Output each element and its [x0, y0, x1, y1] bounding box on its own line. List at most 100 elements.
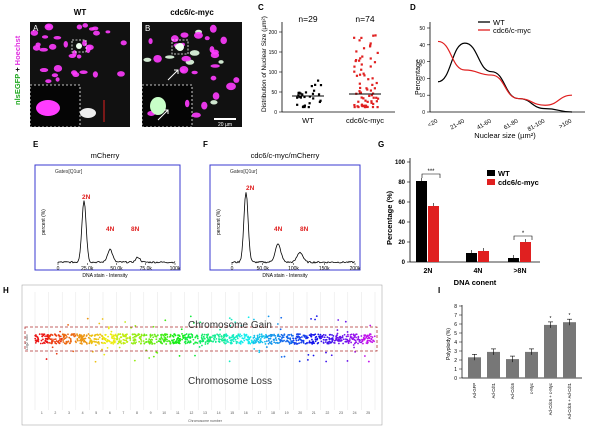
cnv-point — [70, 334, 73, 336]
panel-title-a: WT — [74, 8, 87, 17]
cnv-point — [181, 338, 183, 341]
nucleus — [30, 30, 39, 36]
cnv-point — [258, 349, 261, 352]
cnv-point — [67, 333, 69, 336]
cnv-point — [223, 341, 225, 344]
gate-label: Gates[Q1ur] — [230, 169, 258, 175]
nucleus — [76, 24, 83, 30]
cnv-point — [275, 339, 278, 341]
nucleus — [170, 35, 179, 43]
x-tick-label: 16 — [244, 411, 248, 415]
cnv-point — [345, 335, 348, 338]
data-point — [319, 99, 322, 102]
legend-label-wt: WT — [493, 18, 505, 27]
cnv-point — [366, 337, 369, 340]
cnv-point — [150, 341, 152, 343]
cnv-point — [201, 333, 204, 336]
cnv-point — [327, 341, 330, 343]
cnv-point — [355, 333, 358, 336]
cnv-point — [78, 334, 81, 337]
cnv-point — [296, 342, 299, 345]
cnv-point — [274, 342, 277, 344]
significance-bracket — [421, 173, 441, 178]
cnv-point — [249, 342, 252, 345]
cnv-point — [280, 337, 283, 340]
cnv-point — [140, 333, 143, 336]
cnv-point — [168, 340, 171, 343]
cnv-point — [240, 334, 243, 337]
cnv-point — [160, 336, 163, 338]
cnv-point — [162, 339, 165, 342]
data-point — [368, 45, 372, 48]
nucleus — [165, 55, 175, 59]
cnv-point — [273, 338, 276, 341]
legend-label-wt: WT — [498, 169, 510, 178]
cnv-point — [365, 342, 368, 344]
cnv-point — [194, 336, 197, 338]
cnv-point — [331, 340, 334, 343]
cnv-point — [112, 335, 115, 338]
peak-label-2n: 2N — [246, 185, 255, 192]
bars: Ad-GFP Ad-Cdt1 Ad-Cdc6 c-Myc * Ad-Cdc6 + c-My… — [468, 313, 576, 419]
nucleus — [209, 46, 215, 53]
x-tick-label: 5 — [95, 411, 97, 415]
cnv-point — [42, 334, 45, 337]
cnv-point — [344, 340, 347, 343]
x-tick-label: 11 — [176, 411, 180, 415]
nucleus — [189, 50, 200, 56]
cnv-point — [258, 336, 261, 339]
x-tick-label: 24 — [353, 411, 357, 415]
cnv-point — [51, 338, 53, 341]
nucleus — [220, 36, 227, 45]
data-point — [297, 94, 300, 97]
cnv-point — [126, 333, 128, 336]
cnv-point — [295, 333, 298, 336]
bar — [487, 351, 500, 378]
cnv-point — [76, 333, 78, 336]
cnv-point — [265, 340, 268, 343]
cnv-point — [336, 332, 339, 335]
data-point — [366, 88, 369, 91]
nucleus — [53, 65, 63, 72]
panel-c: C 0 50 100 150 200 n=29 n=74 WT cdc6/c-myc D… — [258, 3, 395, 125]
channel-label: nlsEGFP+Hoechst — [13, 35, 22, 105]
cnv-point — [43, 341, 45, 344]
x-tick-label: c-Myc — [529, 383, 534, 394]
nucleus — [68, 53, 76, 58]
x-tick-label: 12 — [189, 411, 193, 415]
cnv-point — [110, 330, 113, 333]
cnv-point — [45, 340, 47, 343]
cnv-point — [192, 322, 195, 324]
cnv-point — [149, 333, 152, 336]
data-point — [368, 94, 371, 98]
cnv-point — [145, 334, 148, 336]
nucleus — [117, 71, 125, 77]
cnv-point — [169, 342, 172, 345]
data-point — [317, 93, 321, 96]
cnv-point — [253, 339, 256, 342]
cnv-point — [362, 342, 364, 345]
cnv-point — [83, 335, 85, 337]
cnv-point — [231, 334, 234, 337]
nucleus — [226, 82, 236, 91]
x-tick-label: 150k — [319, 266, 330, 272]
cnv-point — [271, 333, 274, 336]
x-tick-label: >100 — [558, 118, 573, 130]
data-point — [360, 63, 363, 66]
nucleus — [79, 70, 88, 74]
cnv-point — [112, 339, 115, 342]
cnv-point — [80, 338, 83, 341]
cnv-point — [99, 333, 101, 336]
x-tick-label: 75.0k — [140, 266, 153, 272]
cnv-point — [228, 317, 231, 320]
x-tick-label: 6 — [109, 411, 111, 415]
nucleus — [76, 54, 82, 59]
panel-letter-c: C — [258, 3, 264, 12]
cnv-point — [198, 346, 201, 348]
cnv-point — [69, 340, 72, 343]
cnv-point — [306, 341, 308, 344]
cnv-point — [103, 338, 106, 341]
cnv-point — [199, 340, 202, 343]
